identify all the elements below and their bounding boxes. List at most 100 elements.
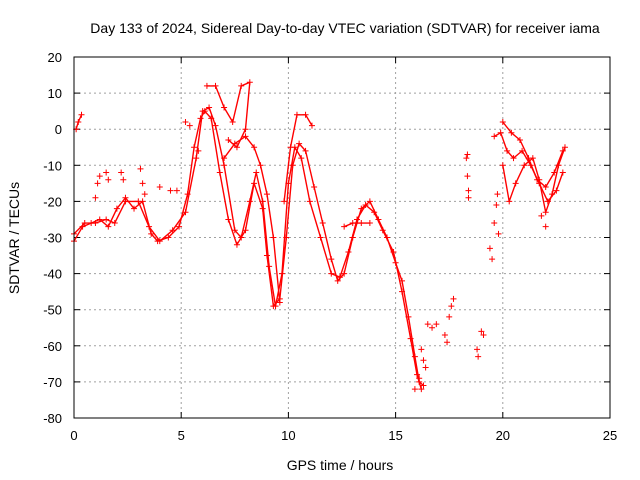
series-track-a-point-30: [302, 147, 309, 154]
scatter-point-26: [446, 313, 453, 320]
series-track-c-point-2: [221, 104, 228, 111]
series-track-a-point-35: [341, 270, 348, 277]
series-track-b-point-21: [266, 263, 273, 270]
x-tick-label-1: 5: [178, 428, 185, 443]
series-track-d: [223, 135, 281, 303]
y-tick-label-3: -50: [43, 303, 62, 318]
series-track-b-point-26: [298, 155, 305, 162]
series-track-b-point-12: [199, 108, 206, 115]
scatter-point-31: [465, 187, 472, 194]
series-track-c-point-1: [212, 82, 219, 89]
scatter-point-21: [424, 321, 431, 328]
series-track-i-point-0: [499, 162, 506, 169]
y-tick-label-6: -20: [43, 194, 62, 209]
y-tick-label-9: 10: [48, 86, 62, 101]
scatter-point-17: [420, 357, 427, 364]
scatter-point-29: [463, 155, 470, 162]
series-track-b-point-1: [81, 220, 88, 227]
series-track-a-point-29: [296, 140, 303, 147]
series-track-c-point-7: [233, 144, 240, 151]
series-track-d-point-0: [221, 155, 228, 162]
scatter-point-18: [422, 364, 429, 371]
series-track-a-point-4: [105, 223, 112, 230]
series-track-b-point-20: [259, 198, 266, 205]
data-points: [92, 118, 549, 393]
scatter-point-22: [429, 324, 436, 331]
series-track-b-point-31: [345, 248, 352, 255]
series-track-b-point-32: [354, 216, 361, 223]
scatter-point-42: [494, 191, 501, 198]
series-track-b-point-37: [399, 288, 406, 295]
series-track-i-point-9: [561, 144, 568, 151]
series-track-c-point-8: [225, 137, 232, 144]
scatter-point-43: [495, 230, 502, 237]
series-track-a-point-31: [311, 183, 318, 190]
series-track-b-point-14: [212, 122, 219, 129]
scatter-point-35: [475, 353, 482, 360]
scatter-point-28: [450, 295, 457, 302]
scatter-point-2: [96, 173, 103, 180]
y-tick-label-10: 20: [48, 50, 62, 65]
series-track-i-point-3: [521, 162, 528, 169]
series-track-a-point-15: [197, 115, 204, 122]
series-track-a: [73, 110, 424, 387]
scatter-point-0: [92, 194, 99, 201]
series-track-d-point-7: [276, 299, 283, 306]
series-track-b-point-7: [146, 223, 153, 230]
series-track-b-point-15: [221, 162, 228, 169]
scatter-point-41: [493, 202, 500, 209]
grid: [74, 57, 610, 418]
scatter-point-12: [173, 187, 180, 194]
series-track-a-point-19: [225, 216, 232, 223]
x-axis-label: GPS time / hours: [287, 457, 394, 473]
scatter-point-19: [416, 375, 423, 382]
series-track-a-point-34: [334, 277, 341, 284]
y-tick-label-8: 0: [55, 122, 62, 137]
series-track-f-point-3: [366, 220, 373, 227]
series-track-b-point-10: [182, 209, 189, 216]
series-track-i: [502, 147, 566, 213]
series-track-c-point-0: [203, 82, 210, 89]
series-track-h-point-5: [542, 183, 549, 190]
data-series: [71, 79, 568, 393]
series-track-d-point-1: [231, 140, 238, 147]
series-track-g-point-0: [491, 133, 498, 140]
scatter-point-45: [538, 212, 545, 219]
axis-ticks: 0 5 10 15 20 25 -80 -70 -60 -50 -40 -30 -20 -10 0 10 20: [43, 50, 617, 443]
series-track-b-point-2: [92, 220, 99, 227]
series-track-b-point-39: [414, 371, 421, 378]
scatter-point-39: [489, 256, 496, 263]
series-track-i-point-8: [555, 162, 562, 169]
x-tick-label-5: 25: [603, 428, 617, 443]
y-tick-label-0: -80: [43, 411, 62, 426]
series-track-a-point-14: [191, 144, 198, 151]
scatter-point-16: [418, 346, 425, 353]
series-track-b-point-29: [328, 270, 335, 277]
series-track-a-point-46: [420, 382, 427, 389]
series-track-b-point-3: [103, 216, 110, 223]
y-tick-label-1: -70: [43, 375, 62, 390]
series-track-j-point-1: [75, 118, 82, 125]
series-track-a-point-24: [263, 252, 270, 259]
scatter-point-13: [195, 147, 202, 154]
scatter-point-23: [433, 321, 440, 328]
series-track-b-point-4: [111, 220, 118, 227]
series-track-b-point-6: [135, 198, 142, 205]
scatter-point-20: [411, 386, 418, 393]
x-tick-label-0: 0: [70, 428, 77, 443]
scatter-point-27: [448, 303, 455, 310]
series-track-b-point-36: [390, 248, 397, 255]
series-track-g-point-1: [497, 129, 504, 136]
series-track-a-point-11: [165, 234, 172, 241]
y-tick-label-4: -40: [43, 267, 62, 282]
series-track-d-point-5: [263, 191, 270, 198]
series-track-g-point-8: [553, 187, 560, 194]
y-tick-label-7: -10: [43, 158, 62, 173]
series-track-i-point-1: [506, 198, 513, 205]
scatter-point-5: [118, 169, 125, 176]
series-track-e-point-4: [308, 122, 315, 129]
series-track-b-point-11: [193, 155, 200, 162]
series-track-d-point-4: [257, 162, 264, 169]
scatter-point-11: [167, 187, 174, 194]
